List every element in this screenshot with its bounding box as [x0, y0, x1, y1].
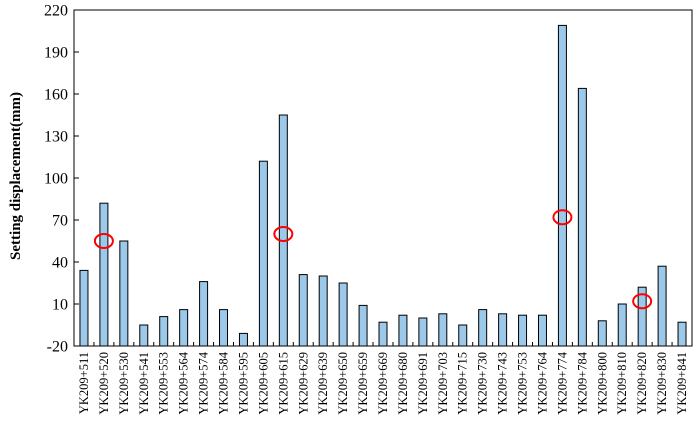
x-tick-label: YK209+764: [535, 351, 549, 414]
y-tick-label: 100: [44, 171, 68, 188]
x-tick-label: YK209+784: [575, 351, 589, 414]
x-tick-label: YK209+564: [177, 351, 191, 414]
y-axis-ticks: -20 10 40 70 100 130 160 190 220: [44, 3, 79, 356]
y-tick-label: 40: [52, 255, 68, 272]
y-tick-label: -20: [47, 339, 68, 356]
y-tick-label: 160: [44, 87, 68, 104]
bar-YK209+753: [518, 314, 528, 347]
plot-frame: [73, 9, 693, 347]
bar-YK209+564: [179, 309, 189, 347]
x-tick-label: YK209+629: [296, 352, 310, 415]
x-tick-label: YK209+820: [635, 352, 649, 415]
x-tick-label: YK209+810: [615, 352, 629, 415]
x-tick-label: YK209+639: [316, 352, 330, 415]
bar-YK209+520: [99, 202, 109, 347]
x-tick-label: YK209+650: [336, 352, 350, 415]
x-tick-label: YK209+541: [137, 352, 151, 415]
bar-YK209+830: [657, 265, 667, 347]
highlight-marker: [273, 226, 294, 242]
x-tick-label: YK209+659: [356, 352, 370, 415]
bar-YK209+715: [458, 324, 468, 347]
x-tick-label: YK209+715: [456, 352, 470, 415]
x-tick-label: YK209+841: [675, 352, 689, 415]
bar-YK209+703: [438, 313, 448, 347]
x-tick-label: YK209+680: [396, 352, 410, 415]
y-tick-label: 130: [44, 129, 68, 146]
x-tick-label: YK209+730: [476, 352, 490, 415]
bar-YK209+680: [398, 314, 408, 347]
highlight-marker: [552, 209, 573, 226]
bar-YK209+553: [159, 316, 169, 347]
x-tick-label: YK209+703: [436, 352, 450, 415]
bar-YK209+820: [637, 286, 647, 347]
bar-YK209+605: [258, 160, 268, 347]
x-axis-ticks: YK209+511 YK209+520 YK209+530 YK209+541 YK20…: [73, 342, 693, 415]
bar-YK209+659: [358, 304, 368, 347]
bar-YK209+629: [298, 274, 308, 347]
bar-YK209+743: [498, 313, 508, 347]
y-tick-label: 220: [44, 3, 68, 20]
bar-YK209+774: [557, 24, 567, 347]
bar-YK209+530: [119, 240, 129, 347]
bar-YK209+615: [278, 114, 288, 347]
bar-YK209+650: [338, 282, 348, 347]
y-axis-label: Setting displacement(mm): [8, 92, 24, 260]
x-tick-label: YK209+691: [416, 352, 430, 415]
bar-YK209+595: [238, 332, 248, 347]
x-tick-label: YK209+595: [236, 352, 250, 415]
x-tick-label: YK209+753: [516, 352, 530, 415]
x-tick-label: YK209+520: [97, 352, 111, 415]
bar-YK209+730: [478, 309, 488, 347]
bar-YK209+800: [597, 320, 607, 347]
bar-YK209+574: [199, 281, 209, 347]
bar-YK209+511: [79, 269, 89, 347]
x-tick-label: YK209+615: [276, 352, 290, 415]
y-tick-label: 190: [44, 45, 68, 62]
bar-YK209+541: [139, 324, 149, 347]
bar-YK209+810: [617, 303, 627, 347]
bar-YK209+669: [378, 321, 388, 347]
bar-YK209+841: [677, 321, 687, 347]
y-tick-label: 70: [52, 213, 68, 230]
bars-layer: [79, 24, 687, 347]
bar-YK209+584: [219, 309, 229, 347]
x-tick-label: YK209+669: [376, 352, 390, 415]
x-tick-label: YK209+830: [655, 352, 669, 415]
x-tick-label: YK209+530: [117, 352, 131, 415]
x-tick-label: YK209+574: [197, 351, 211, 414]
marker-layer: [93, 209, 653, 310]
highlight-marker: [632, 293, 653, 310]
x-tick-label: YK209+553: [157, 352, 171, 415]
highlight-marker: [93, 233, 114, 249]
x-tick-label: YK209+774: [555, 351, 569, 414]
x-tick-label: YK209+800: [595, 352, 609, 415]
bar-YK209+784: [577, 87, 587, 347]
x-tick-label: YK209+584: [217, 351, 231, 414]
bar-YK209+691: [418, 317, 428, 347]
x-tick-label: YK209+743: [496, 352, 510, 415]
x-tick-label: YK209+511: [77, 352, 91, 414]
x-tick-label: YK209+605: [256, 352, 270, 415]
bar-YK209+764: [537, 314, 547, 347]
bar-YK209+639: [318, 275, 328, 347]
y-tick-label: 10: [52, 297, 68, 314]
